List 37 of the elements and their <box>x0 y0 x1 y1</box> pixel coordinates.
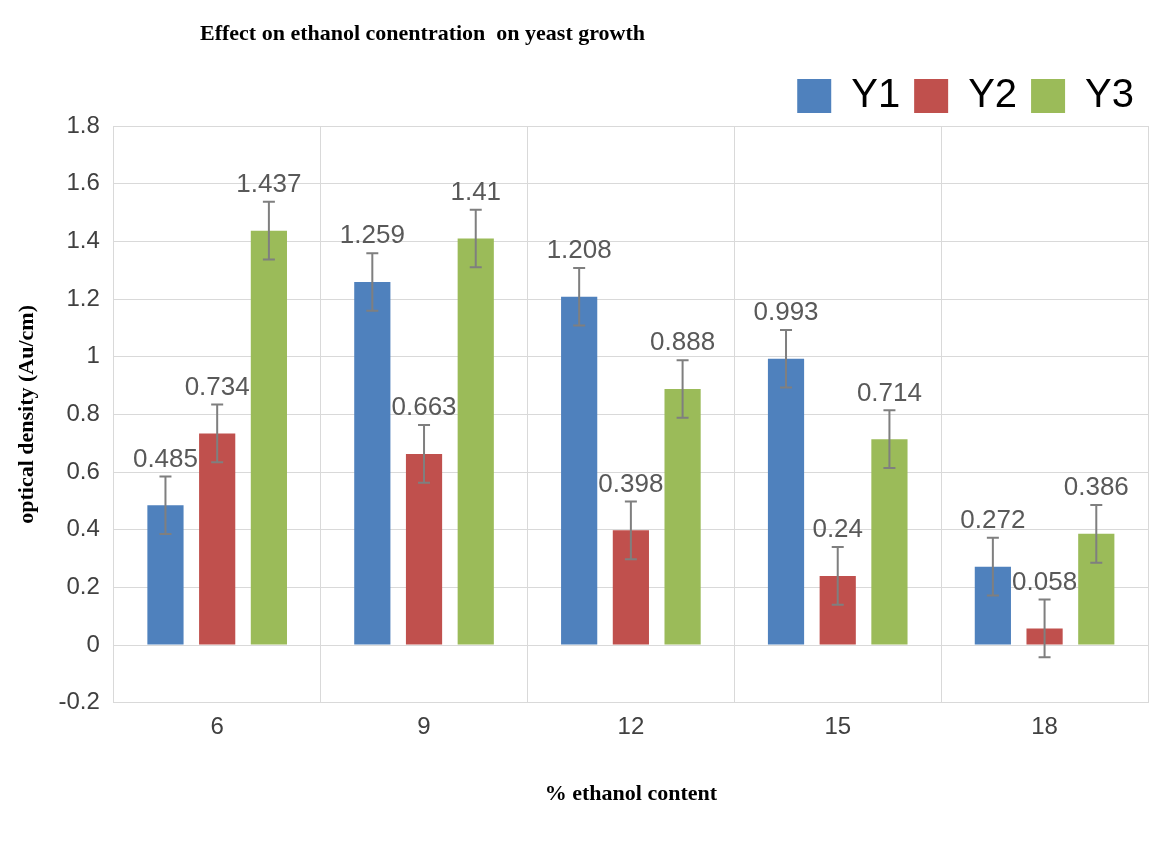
y-tick-label: 1.6 <box>66 168 100 196</box>
data-label: 1.259 <box>339 219 405 250</box>
data-label: 0.663 <box>391 391 457 422</box>
y-tick-label: 0.2 <box>66 572 100 600</box>
x-tick-label: 6 <box>210 711 224 739</box>
data-label: 1.41 <box>450 175 502 206</box>
data-label: 0.734 <box>184 370 250 401</box>
data-label: 0.24 <box>812 513 864 544</box>
y-tick-label: 1 <box>86 341 100 369</box>
x-tick-label: 9 <box>417 711 431 739</box>
legend-label: Y1 <box>851 71 901 116</box>
chart-title: Effect on ethanol conentration on yeast growth <box>200 20 646 46</box>
y-tick-label: -0.2 <box>58 687 100 715</box>
y-tick-label: 0.6 <box>66 456 100 484</box>
y-tick-label: 1.2 <box>66 283 100 311</box>
y-tick-label: 1.4 <box>66 225 100 253</box>
data-label: 0.714 <box>856 376 922 407</box>
data-label: 0.398 <box>598 467 664 498</box>
y-tick-label: 1.8 <box>66 110 100 138</box>
legend-label: Y3 <box>1085 71 1135 116</box>
data-label: 1.437 <box>236 168 302 199</box>
data-label: 1.208 <box>546 234 612 265</box>
data-label: 0.272 <box>960 504 1026 535</box>
y-axis-title: optical density (Au/cm) <box>12 305 38 524</box>
data-label: 0.993 <box>753 296 819 327</box>
x-tick-label: 12 <box>617 711 645 739</box>
y-tick-label: 0 <box>86 629 100 657</box>
y-tick-label: 0.8 <box>66 399 100 427</box>
x-tick-label: 18 <box>1031 711 1058 739</box>
data-label: 0.058 <box>1012 565 1078 596</box>
data-label: 0.386 <box>1063 471 1129 502</box>
data-label: 0.485 <box>132 442 199 473</box>
data-label: 0.888 <box>650 326 716 357</box>
y-tick-label: 0.4 <box>66 514 100 542</box>
x-axis-title: % ethanol content <box>544 780 718 806</box>
legend-label: Y2 <box>968 71 1018 116</box>
x-tick-label: 15 <box>824 711 852 739</box>
